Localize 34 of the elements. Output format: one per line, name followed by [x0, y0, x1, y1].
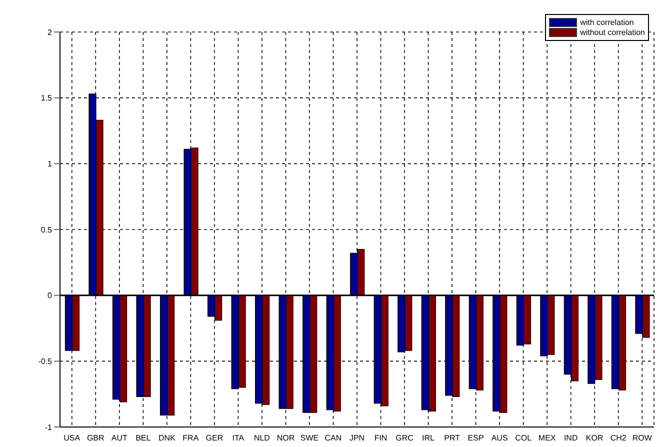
x-tick-label: BEL [136, 434, 152, 443]
x-tick-label: NLD [254, 434, 270, 443]
x-tick-label: GER [206, 434, 224, 443]
y-tick-label: -1 [44, 422, 53, 432]
x-tick-label: AUS [491, 434, 508, 443]
x-tick-label: GRC [396, 434, 414, 443]
x-tick-label: JPN [349, 434, 365, 443]
x-tick-label: DNK [158, 434, 176, 443]
x-tick-label: ROW [632, 434, 652, 443]
y-tick-label: 0.5 [40, 225, 53, 234]
x-tick-label: CH2 [610, 434, 627, 443]
x-tick-label: SWE [300, 434, 319, 443]
x-tick-label: NOR [276, 434, 295, 443]
x-tick-label: MEX [538, 434, 556, 443]
y-tick-label: 2 [48, 28, 53, 37]
x-tick-label: IRL [422, 434, 436, 443]
x-tick-label: AUT [111, 434, 128, 443]
x-tick-label: CAN [324, 434, 342, 443]
x-tick-label: GBR [86, 434, 105, 443]
y-tick-label: 1 [48, 160, 53, 169]
x-tick-label: FIN [374, 434, 388, 443]
x-tick-label: ITA [232, 434, 245, 443]
x-tick-label: USA [64, 434, 81, 443]
x-tick-label: IND [564, 434, 578, 443]
x-tick-label: KOR [586, 434, 604, 443]
y-tick-label: 1.5 [40, 94, 53, 103]
legend-label: with correlation [580, 18, 634, 27]
x-tick-label: ESP [468, 434, 484, 443]
x-tick-label: FRA [182, 434, 200, 443]
x-tick-label: COL [515, 434, 532, 443]
x-tick-label: PRT [444, 434, 460, 443]
legend-label: without correlation [580, 28, 645, 37]
y-tick-label: -0.5 [38, 357, 53, 366]
y-tick-label: 0 [48, 291, 53, 300]
